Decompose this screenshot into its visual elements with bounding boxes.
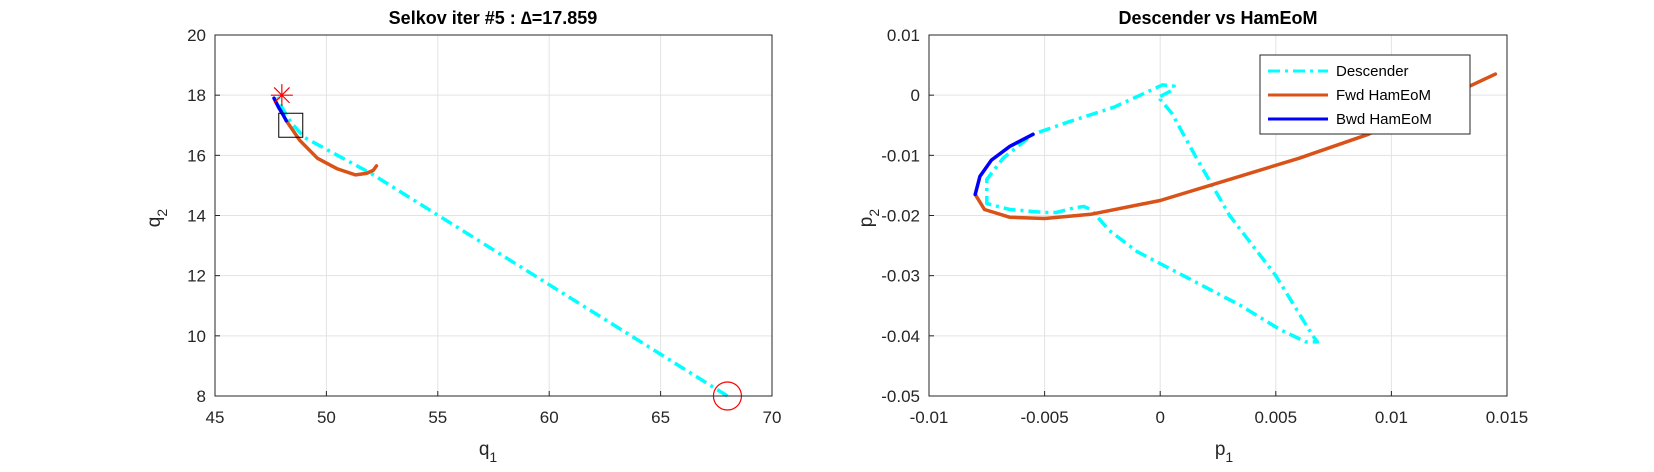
left-series	[272, 91, 729, 398]
y-tick-label: 0.01	[887, 26, 920, 45]
y-tick-label: 8	[197, 387, 206, 406]
legend-label-fwd-hameom: Fwd HamEoM	[1336, 87, 1431, 104]
left-x-axis-label-sub: 1	[489, 449, 497, 465]
left-y-axis-label-main: q	[144, 217, 165, 228]
x-tick-label: 0.01	[1375, 408, 1408, 427]
right-axes: -0.01 -0.005 0 0.005 0.01 0.015 -0.05 -0.04 -0.0…	[856, 8, 1528, 465]
x-tick-label: 60	[540, 408, 559, 427]
y-tick-label: -0.02	[881, 207, 920, 226]
x-tick-label: -0.005	[1020, 408, 1068, 427]
legend: Descender Fwd HamEoM Bwd HamEoM	[1259, 54, 1471, 135]
right-x-axis-label-main: p	[1215, 439, 1226, 460]
y-tick-label: 20	[187, 26, 206, 45]
series-bwd	[272, 96, 289, 123]
y-tick-label: -0.05	[881, 387, 920, 406]
x-tick-label: 45	[206, 408, 225, 427]
right-x-axis-label: p1	[1215, 439, 1234, 465]
right-y-axis-label-main: p	[856, 217, 877, 228]
x-tick-label: 65	[651, 408, 670, 427]
y-tick-label: 12	[187, 267, 206, 286]
x-tick-label: 0.015	[1486, 408, 1529, 427]
left-ticks: 45 50 55 60 65 70 8 10 12 14 16 18 20	[187, 26, 781, 427]
y-tick-label: 18	[187, 86, 206, 105]
left-chart-title: Selkov iter #5 : ∆=17.859	[389, 8, 598, 28]
start-asterisk-marker	[270, 84, 293, 107]
asterisk-stroke	[273, 87, 290, 104]
right-x-axis-label-sub: 1	[1225, 449, 1233, 465]
legend-label-bwd-hameom: Bwd HamEoM	[1336, 111, 1432, 128]
x-tick-label: 0.005	[1255, 408, 1298, 427]
right-y-axis-label-sub: 2	[866, 209, 882, 217]
x-tick-label: -0.01	[910, 408, 949, 427]
y-tick-label: -0.04	[881, 327, 920, 346]
y-tick-label: 0	[911, 86, 920, 105]
x-tick-label: 0	[1155, 408, 1164, 427]
y-tick-label: 10	[187, 327, 206, 346]
left-y-axis-label-sub: 2	[154, 209, 170, 217]
x-tick-label: 55	[428, 408, 447, 427]
x-tick-label: 50	[317, 408, 336, 427]
square-marker	[278, 112, 304, 138]
x-tick-label: 70	[763, 408, 782, 427]
right-ticks: -0.01 -0.005 0 0.005 0.01 0.015 -0.05 -0.04 -0.0…	[881, 26, 1528, 427]
legend-label-descender: Descender	[1336, 63, 1409, 80]
y-tick-label: 16	[187, 146, 206, 165]
y-tick-label: -0.01	[881, 146, 920, 165]
left-y-axis-label: q2	[144, 209, 170, 228]
y-tick-label: -0.03	[881, 267, 920, 286]
series-descender	[985, 83, 1320, 344]
left-x-axis-label: q1	[479, 439, 498, 465]
left-x-axis-label-main: q	[479, 439, 490, 460]
series-descender	[274, 91, 729, 398]
right-chart-title: Descender vs HamEoM	[1118, 8, 1317, 28]
y-tick-label: 14	[187, 207, 206, 226]
series-bwd-hameom	[973, 132, 1035, 197]
series-fwd	[284, 118, 379, 177]
right-y-axis-label: p2	[856, 209, 882, 228]
